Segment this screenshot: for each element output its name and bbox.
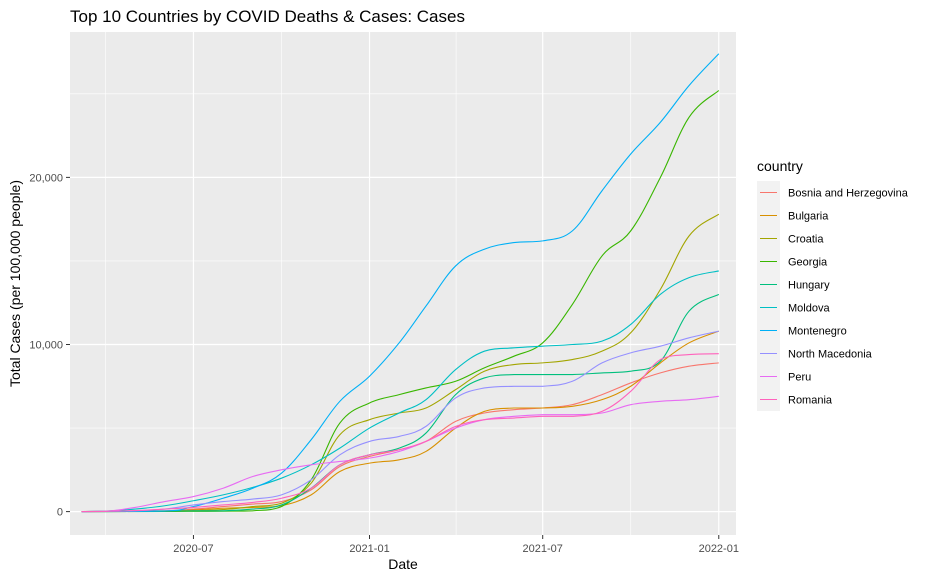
series-line-romania: [81, 353, 719, 513]
legend-label-georgia: Georgia: [788, 257, 828, 269]
legend: country Bosnia and Herzegovina Bulgaria Cr…: [757, 158, 909, 411]
legend-label-croatia: Croatia: [788, 234, 824, 246]
legend-label-montenegro: Montenegro: [788, 326, 847, 338]
legend-label-romania: Romania: [788, 395, 833, 407]
y-tick-label: 20,000: [29, 172, 63, 184]
chart-title: Top 10 Countries by COVID Deaths & Cases…: [70, 7, 465, 26]
y-axis-title: Total Cases (per 100,000 people): [7, 180, 23, 387]
series-line-peru: [81, 395, 719, 513]
series-line-bulgaria: [81, 330, 719, 513]
series-line-croatia: [81, 213, 720, 513]
plot-panel: [70, 32, 736, 535]
series-line-montenegro: [81, 53, 720, 513]
series-line-hungary: [81, 293, 720, 513]
x-axis-title: Date: [388, 556, 418, 572]
legend-label-north-macedonia: North Macedonia: [788, 349, 873, 361]
legend-title: country: [757, 158, 803, 174]
legend-label-moldova: Moldova: [788, 303, 830, 315]
x-tick-label: 2021-01: [349, 543, 389, 555]
series-line-moldova: [81, 270, 719, 513]
series-layer: [81, 53, 720, 513]
y-tick-label: 10,000: [29, 339, 63, 351]
legend-label-peru: Peru: [788, 372, 811, 384]
y-axis: 0 10,000 20,000: [29, 172, 70, 519]
legend-label-bulgaria: Bulgaria: [788, 211, 829, 223]
legend-label-hungary: Hungary: [788, 280, 830, 292]
series-line-north-macedonia: [81, 330, 719, 513]
grid-major: [70, 32, 736, 535]
x-axis: 2020-07 2021-01 2021-07 2022-01: [173, 535, 739, 555]
y-tick-label: 0: [57, 507, 63, 519]
grid-minor: [70, 32, 736, 535]
x-tick-label: 2022-01: [699, 543, 739, 555]
x-tick-label: 2021-07: [523, 543, 563, 555]
legend-label-bosnia-and-herzegovina: Bosnia and Herzegovina: [788, 188, 909, 200]
x-tick-label: 2020-07: [173, 543, 213, 555]
